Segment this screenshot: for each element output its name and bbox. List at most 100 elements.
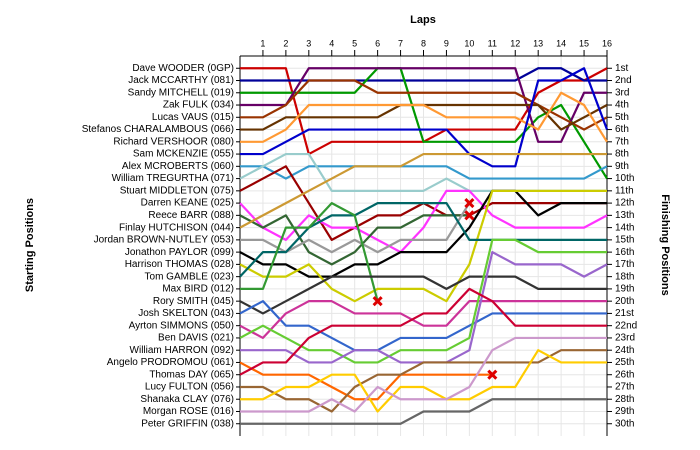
legend-label: Angelo PRODROMOU (061)	[107, 357, 234, 368]
legend-label: Peter GRIFFIN (038)	[141, 418, 234, 429]
series-line	[239, 214, 470, 266]
y2-tick-label: 9th	[615, 161, 629, 172]
y2-axis-title: Finishing Positions	[659, 194, 671, 295]
legend-label: Zak FULK (034)	[163, 100, 234, 111]
legend-label: Sam MCKENZIE (055)	[133, 149, 234, 160]
legend-label: Harrison THOMAS (028)	[125, 259, 234, 270]
series-line	[240, 67, 607, 143]
x-tick-label: 4	[329, 38, 334, 48]
y2-tick-label: 20th	[615, 296, 634, 307]
crash-marker	[372, 296, 383, 307]
series-line	[240, 349, 607, 413]
series-line	[240, 165, 608, 180]
legend-label: Jonathon PAYLOR (099)	[125, 247, 234, 258]
series-line	[239, 201, 607, 278]
lines	[239, 67, 609, 425]
y2-tick-label: 10th	[615, 173, 634, 184]
legend-label: Rory SMITH (045)	[153, 296, 234, 307]
legend-label: Sandy MITCHELL (019)	[128, 87, 234, 98]
legend-label: Alex MCROBERTS (060)	[122, 161, 234, 172]
series-line	[240, 91, 608, 143]
crash-marker-stroke	[464, 198, 475, 209]
series-line	[240, 67, 609, 168]
x-tick-label: 9	[444, 38, 449, 48]
y2-tick-label: 25th	[615, 357, 634, 368]
y2-tick-label: 6th	[615, 124, 629, 135]
series-line	[240, 201, 379, 302]
legend-label: Jordan BROWN-NUTLEY (053)	[94, 235, 234, 246]
y2-tick-label: 8th	[615, 149, 629, 160]
y2-tick-label: 4th	[615, 100, 629, 111]
legend-label: Stuart MIDDLETON (075)	[120, 185, 234, 196]
series-line	[239, 300, 607, 340]
y2-tick-label: 30th	[615, 418, 634, 429]
crash-marker-stroke	[487, 369, 498, 380]
series-line	[239, 189, 607, 303]
legend-label: Ayrton SIMMONS (050)	[129, 320, 234, 331]
x-tick-label: 14	[556, 38, 566, 48]
crash-marker	[464, 210, 475, 221]
y-axis-title: Starting Positions	[24, 198, 36, 292]
x-tick-label: 5	[352, 38, 357, 48]
series-line	[239, 189, 607, 278]
legend-label: Finlay HUTCHISON (044)	[119, 222, 234, 233]
x-tick-label: 13	[533, 38, 543, 48]
x-tick-label: 2	[283, 38, 288, 48]
legend-label: Stefanos CHARALAMBOUS (066)	[82, 124, 234, 135]
legend-label: Josh SKELTON (043)	[138, 308, 234, 319]
y2-tick-label: 14th	[615, 222, 634, 233]
x-tick-label: 8	[421, 38, 426, 48]
x-tick-label: 15	[579, 38, 589, 48]
legend-label: Ben DAVIS (021)	[158, 333, 234, 344]
x-tick-label: 7	[398, 38, 403, 48]
x-tick-label: 1	[260, 38, 265, 48]
legend-label: Tom GAMBLE (023)	[145, 271, 234, 282]
y2-tick-label: 22nd	[615, 320, 637, 331]
y2-tick-label: 5th	[615, 112, 629, 123]
series-line	[240, 398, 607, 425]
y2-tick-label: 24th	[615, 345, 634, 356]
series-line	[239, 152, 607, 229]
y2-tick-label: 28th	[615, 394, 634, 405]
crash-marker	[464, 198, 475, 209]
legend-label: Darren KEANE (025)	[141, 198, 234, 209]
series-line	[239, 189, 608, 254]
y2-tick-label: 29th	[615, 406, 634, 417]
y2-tick-label: 1st	[615, 63, 629, 74]
legend-label: Richard VERSHOOR (080)	[113, 136, 234, 147]
legend-label: Reece BARR (088)	[148, 210, 234, 221]
crash-marker-stroke	[372, 296, 383, 307]
y2-tick-label: 11th	[615, 185, 634, 196]
y2-tick-label: 19th	[615, 284, 634, 295]
y2-tick-label: 17th	[615, 259, 634, 270]
legend-label: Max BIRD (012)	[162, 284, 234, 295]
chart-title: Laps	[410, 14, 436, 26]
x-tick-label: 10	[464, 38, 474, 48]
legend-label: William HARRON (092)	[130, 345, 234, 356]
series-line	[240, 349, 607, 413]
y2-tick-label: 2nd	[615, 75, 632, 86]
legend-label: Dave WOODER (0GP)	[132, 63, 234, 74]
legend-label: Thomas DAY (065)	[149, 369, 234, 380]
x-tick-label: 6	[375, 38, 380, 48]
series-line	[239, 275, 607, 315]
x-tick-label: 12	[510, 38, 520, 48]
legend-label: Morgan ROSE (016)	[143, 406, 234, 417]
y2-tick-label: 27th	[615, 382, 634, 393]
crash-marker	[487, 369, 498, 380]
crash-marker-stroke	[464, 210, 475, 221]
series-line	[239, 287, 607, 376]
y2-tick-label: 13th	[615, 210, 634, 221]
y2-tick-label: 23rd	[615, 333, 635, 344]
x-tick-label: 3	[306, 38, 311, 48]
y2-tick-label: 18th	[615, 271, 634, 282]
y2-tick-label: 3rd	[615, 87, 629, 98]
series-line	[240, 79, 608, 131]
legend-label: William TREGURTHA (071)	[112, 173, 234, 184]
x-tick-label: 16	[602, 38, 612, 48]
y2-tick-label: 21st	[615, 308, 634, 319]
y2-tick-label: 12th	[615, 198, 634, 209]
y2-tick-label: 26th	[615, 369, 634, 380]
